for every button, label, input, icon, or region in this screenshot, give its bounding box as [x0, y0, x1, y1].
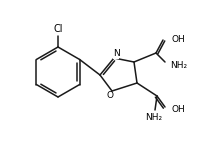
Text: N: N — [113, 49, 119, 59]
Text: OH: OH — [171, 104, 185, 114]
Text: Cl: Cl — [53, 24, 63, 34]
Text: NH₂: NH₂ — [145, 114, 162, 122]
Text: OH: OH — [171, 35, 185, 44]
Text: NH₂: NH₂ — [170, 62, 187, 70]
Text: O: O — [106, 91, 114, 100]
